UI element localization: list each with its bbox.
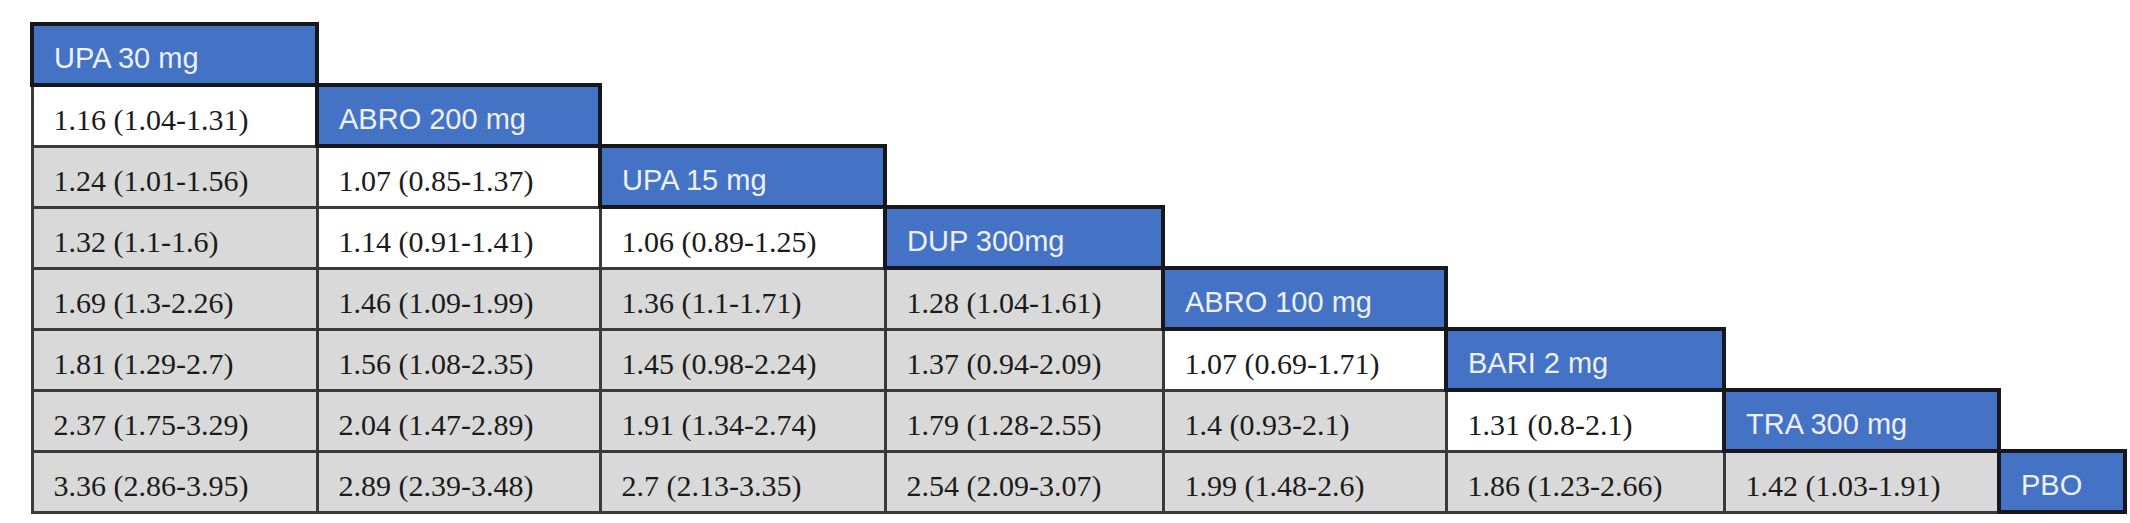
- estimate-cell-r2c1: 1.16 (1.04-1.31): [32, 85, 317, 146]
- estimate-cell-r8c4: 2.54 (2.09-3.07): [885, 451, 1163, 512]
- empty-region: [1446, 268, 1724, 329]
- league-table: UPA 30 mg1.16 (1.04-1.31)ABRO 200 mg1.24…: [30, 22, 2127, 514]
- table-row: 1.81 (1.29-2.7)1.56 (1.08-2.35)1.45 (0.9…: [32, 329, 2125, 390]
- diagonal-header-pbo: PBO: [1999, 451, 2125, 512]
- empty-region: [1999, 146, 2125, 207]
- diagonal-header-abro-200-mg: ABRO 200 mg: [317, 85, 600, 146]
- estimate-cell-r4c1: 1.32 (1.1-1.6): [32, 207, 317, 268]
- empty-region: [1724, 207, 1999, 268]
- diagonal-header-dup-300mg: DUP 300mg: [885, 207, 1163, 268]
- empty-region: [1163, 207, 1446, 268]
- diagonal-header-bari-2-mg: BARI 2 mg: [1446, 329, 1724, 390]
- clipped-letter-tops: [85, 519, 1815, 523]
- estimate-cell-r5c3: 1.36 (1.1-1.71): [600, 268, 885, 329]
- diagonal-header-abro-100-mg: ABRO 100 mg: [1163, 268, 1446, 329]
- estimate-cell-r5c1: 1.69 (1.3-2.26): [32, 268, 317, 329]
- empty-region: [885, 85, 1163, 146]
- estimate-cell-r4c2: 1.14 (0.91-1.41): [317, 207, 600, 268]
- table-row: 2.37 (1.75-3.29)2.04 (1.47-2.89)1.91 (1.…: [32, 390, 2125, 451]
- estimate-cell-r8c3: 2.7 (2.13-3.35): [600, 451, 885, 512]
- empty-region: [1163, 85, 1446, 146]
- table-row: 1.69 (1.3-2.26)1.46 (1.09-1.99)1.36 (1.1…: [32, 268, 2125, 329]
- empty-region: [1724, 268, 1999, 329]
- estimate-cell-r5c2: 1.46 (1.09-1.99): [317, 268, 600, 329]
- estimate-cell-r8c1: 3.36 (2.86-3.95): [32, 451, 317, 512]
- empty-region: [600, 24, 885, 85]
- table-row: 1.16 (1.04-1.31)ABRO 200 mg: [32, 85, 2125, 146]
- empty-region: [1446, 146, 1724, 207]
- empty-region: [317, 24, 600, 85]
- estimate-cell-r8c6: 1.86 (1.23-2.66): [1446, 451, 1724, 512]
- diagonal-header-tra-300-mg: TRA 300 mg: [1724, 390, 1999, 451]
- empty-region: [1724, 85, 1999, 146]
- clipped-footnote-text: [85, 514, 1815, 523]
- empty-region: [1163, 146, 1446, 207]
- empty-region: [1446, 24, 1724, 85]
- table-row: 1.24 (1.01-1.56)1.07 (0.85-1.37)UPA 15 m…: [32, 146, 2125, 207]
- estimate-cell-r3c1: 1.24 (1.01-1.56): [32, 146, 317, 207]
- estimate-cell-r6c4: 1.37 (0.94-2.09): [885, 329, 1163, 390]
- estimate-cell-r6c1: 1.81 (1.29-2.7): [32, 329, 317, 390]
- diagonal-header-upa-15-mg: UPA 15 mg: [600, 146, 885, 207]
- estimate-cell-r3c2: 1.07 (0.85-1.37): [317, 146, 600, 207]
- estimate-cell-r4c3: 1.06 (0.89-1.25): [600, 207, 885, 268]
- empty-region: [1999, 268, 2125, 329]
- estimate-cell-r5c4: 1.28 (1.04-1.61): [885, 268, 1163, 329]
- empty-region: [1999, 329, 2125, 390]
- estimate-cell-r8c7: 1.42 (1.03-1.91): [1724, 451, 1999, 512]
- empty-region: [1446, 207, 1724, 268]
- estimate-cell-r8c2: 2.89 (2.39-3.48): [317, 451, 600, 512]
- empty-region: [1999, 24, 2125, 85]
- estimate-cell-r7c1: 2.37 (1.75-3.29): [32, 390, 317, 451]
- diagonal-header-upa-30-mg: UPA 30 mg: [32, 24, 317, 85]
- table-row: UPA 30 mg: [32, 24, 2125, 85]
- empty-region: [1724, 329, 1999, 390]
- table-row: 3.36 (2.86-3.95)2.89 (2.39-3.48)2.7 (2.1…: [32, 451, 2125, 512]
- empty-region: [1724, 24, 1999, 85]
- table-row: 1.32 (1.1-1.6)1.14 (0.91-1.41)1.06 (0.89…: [32, 207, 2125, 268]
- estimate-cell-r7c6: 1.31 (0.8-2.1): [1446, 390, 1724, 451]
- league-table-figure: UPA 30 mg1.16 (1.04-1.31)ABRO 200 mg1.24…: [0, 0, 2130, 523]
- estimate-cell-r6c5: 1.07 (0.69-1.71): [1163, 329, 1446, 390]
- empty-region: [1999, 207, 2125, 268]
- estimate-cell-r6c2: 1.56 (1.08-2.35): [317, 329, 600, 390]
- estimate-cell-r7c3: 1.91 (1.34-2.74): [600, 390, 885, 451]
- estimate-cell-r8c5: 1.99 (1.48-2.6): [1163, 451, 1446, 512]
- empty-region: [1446, 85, 1724, 146]
- estimate-cell-r7c2: 2.04 (1.47-2.89): [317, 390, 600, 451]
- empty-region: [1999, 390, 2125, 451]
- estimate-cell-r7c4: 1.79 (1.28-2.55): [885, 390, 1163, 451]
- estimate-cell-r7c5: 1.4 (0.93-2.1): [1163, 390, 1446, 451]
- empty-region: [1163, 24, 1446, 85]
- empty-region: [885, 24, 1163, 85]
- empty-region: [1999, 85, 2125, 146]
- empty-region: [885, 146, 1163, 207]
- estimate-cell-r6c3: 1.45 (0.98-2.24): [600, 329, 885, 390]
- empty-region: [600, 85, 885, 146]
- empty-region: [1724, 146, 1999, 207]
